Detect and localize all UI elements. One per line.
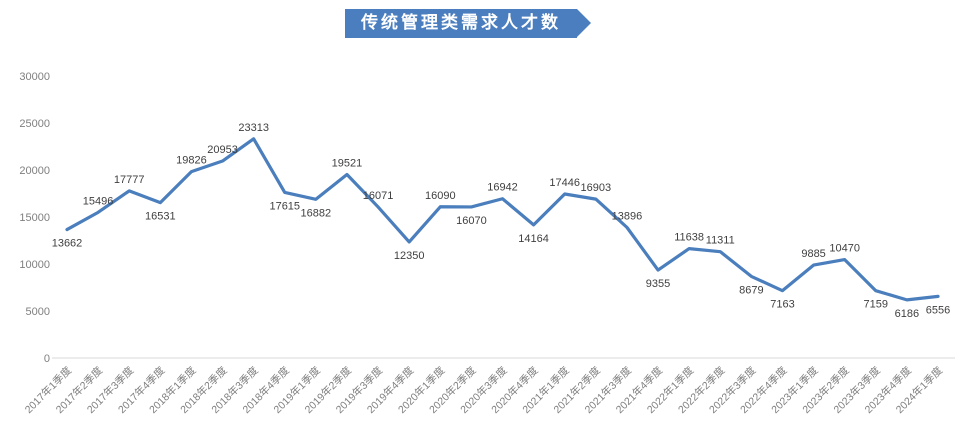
data-point-label: 16942	[487, 182, 518, 194]
y-tick-label: 30000	[19, 71, 50, 83]
data-point-label: 11311	[706, 235, 735, 247]
banner-arrow-shape	[577, 9, 591, 37]
y-tick-label: 10000	[19, 259, 50, 271]
data-point-label: 16903	[581, 182, 612, 194]
data-point-label: 13896	[612, 210, 643, 222]
y-tick-label: 15000	[19, 212, 50, 224]
data-point-label: 19521	[332, 158, 363, 170]
data-point-label: 17615	[269, 200, 300, 212]
data-point-label: 9355	[646, 278, 670, 290]
data-point-label: 8679	[739, 284, 763, 296]
data-point-label: 9885	[801, 248, 825, 260]
data-point-label: 17777	[114, 174, 145, 186]
data-point-label: 16090	[425, 190, 456, 202]
x-axis-tick-labels: 2017年1季度2017年2季度2017年3季度2017年4季度2018年1季度…	[22, 364, 945, 416]
y-tick-label: 25000	[19, 118, 50, 130]
data-point-label: 23313	[238, 122, 269, 134]
y-axis-tick-labels: 0 5000 10000 15000 20000 25000 30000	[19, 71, 50, 365]
data-point-label: 15496	[83, 195, 114, 207]
data-point-label: 19826	[176, 155, 207, 167]
data-point-label: 16882	[301, 207, 332, 219]
chart-title: 传统管理类需求人才数	[361, 13, 561, 33]
data-point-label: 6556	[926, 304, 950, 316]
data-point-label: 6186	[895, 308, 919, 320]
series-line	[65, 137, 940, 302]
data-point-label: 13662	[52, 238, 83, 250]
data-point-label: 14164	[518, 233, 549, 245]
y-tick-label: 20000	[19, 165, 50, 177]
data-point-label: 7159	[864, 299, 888, 311]
data-point-label: 16531	[145, 211, 176, 223]
data-point-label: 16070	[456, 215, 487, 227]
y-tick-label: 0	[44, 353, 50, 365]
data-point-label: 7163	[770, 299, 794, 311]
y-tick-label: 5000	[26, 306, 50, 318]
data-point-label: 20953	[207, 144, 238, 156]
data-point-label: 11638	[674, 232, 704, 244]
data-point-label: 17446	[549, 177, 580, 189]
data-point-label: 10470	[829, 243, 860, 255]
data-point-label: 12350	[394, 250, 425, 262]
data-point-label: 16071	[363, 190, 394, 202]
chart-title-banner: 传统管理类需求人才数	[345, 9, 591, 38]
